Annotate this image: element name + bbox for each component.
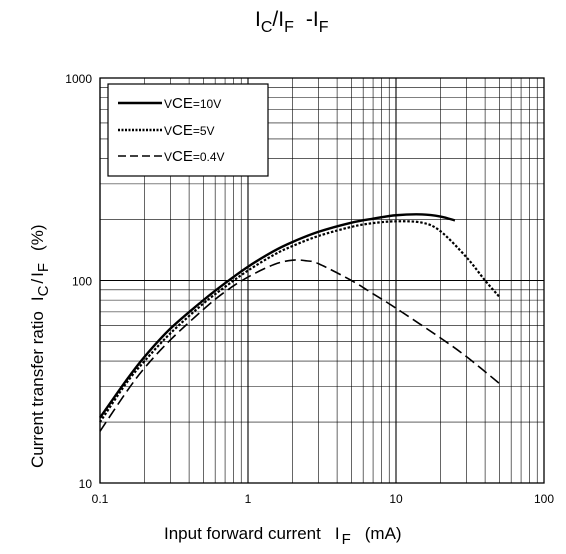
x-tick-label: 100	[534, 492, 554, 506]
x-axis-label-i: I	[335, 524, 340, 543]
series-layer	[99, 213, 501, 432]
y-axis-label-i1: I	[28, 296, 47, 301]
title-sub-f2: F	[319, 19, 329, 36]
title-sub-c: C	[261, 19, 273, 36]
title-i3: I	[313, 8, 319, 31]
x-axis-label-text: Input forward current	[164, 524, 321, 543]
series-line-vce-10v	[99, 213, 456, 419]
y-axis-label: Current transfer ratioIC/IF(%)	[28, 224, 52, 468]
title-sub-f1: F	[284, 19, 294, 36]
legend-label-vce-10v: VCE=10V	[164, 95, 221, 112]
plot-area	[99, 77, 545, 484]
legend-label-vce-0-4v: VCE=0.4V	[164, 148, 225, 165]
y-axis-label-i2: I	[28, 272, 47, 277]
series-line-vce-0-4v	[99, 259, 500, 432]
title-i1: I	[255, 8, 261, 31]
y-axis-label-text: Current transfer ratio	[28, 311, 47, 468]
x-tick-label: 0.1	[92, 492, 109, 506]
x-axis-label-unit: (mA)	[365, 524, 402, 543]
title-dash: -	[306, 8, 313, 31]
x-tick-label: 10	[389, 492, 403, 506]
legend-label-vce-5v: VCE=5V	[164, 122, 215, 139]
x-axis-label: Input forward current I F (mA)	[164, 524, 402, 548]
x-axis-label-sub: F	[342, 531, 351, 548]
x-tick-labels: 0.1 1 10 100	[92, 492, 555, 506]
y-tick-label: 10	[79, 477, 93, 491]
svg-text:IC/IF-IF: IC/IF -IF	[255, 8, 329, 36]
y-axis-label-slash: /	[28, 279, 47, 284]
series-line-vce-5v	[99, 220, 501, 423]
chart-title: IC/IF -IF	[255, 8, 329, 36]
title-slash: /	[272, 8, 278, 31]
title-i2: I	[278, 8, 284, 31]
y-tick-label: 100	[72, 275, 92, 289]
y-axis-label-unit: (%)	[28, 224, 47, 250]
plot-frame	[99, 77, 545, 484]
legend: VCE=10V VCE=5V VCE=0.4V	[107, 83, 269, 177]
y-axis-label-sub1: C	[35, 285, 52, 296]
y-tick-labels: 10 100 1000	[65, 72, 92, 491]
y-axis-label-sub2: F	[35, 263, 52, 272]
legend-box	[107, 83, 269, 177]
y-tick-label: 1000	[65, 72, 92, 86]
x-tick-label: 1	[245, 492, 252, 506]
